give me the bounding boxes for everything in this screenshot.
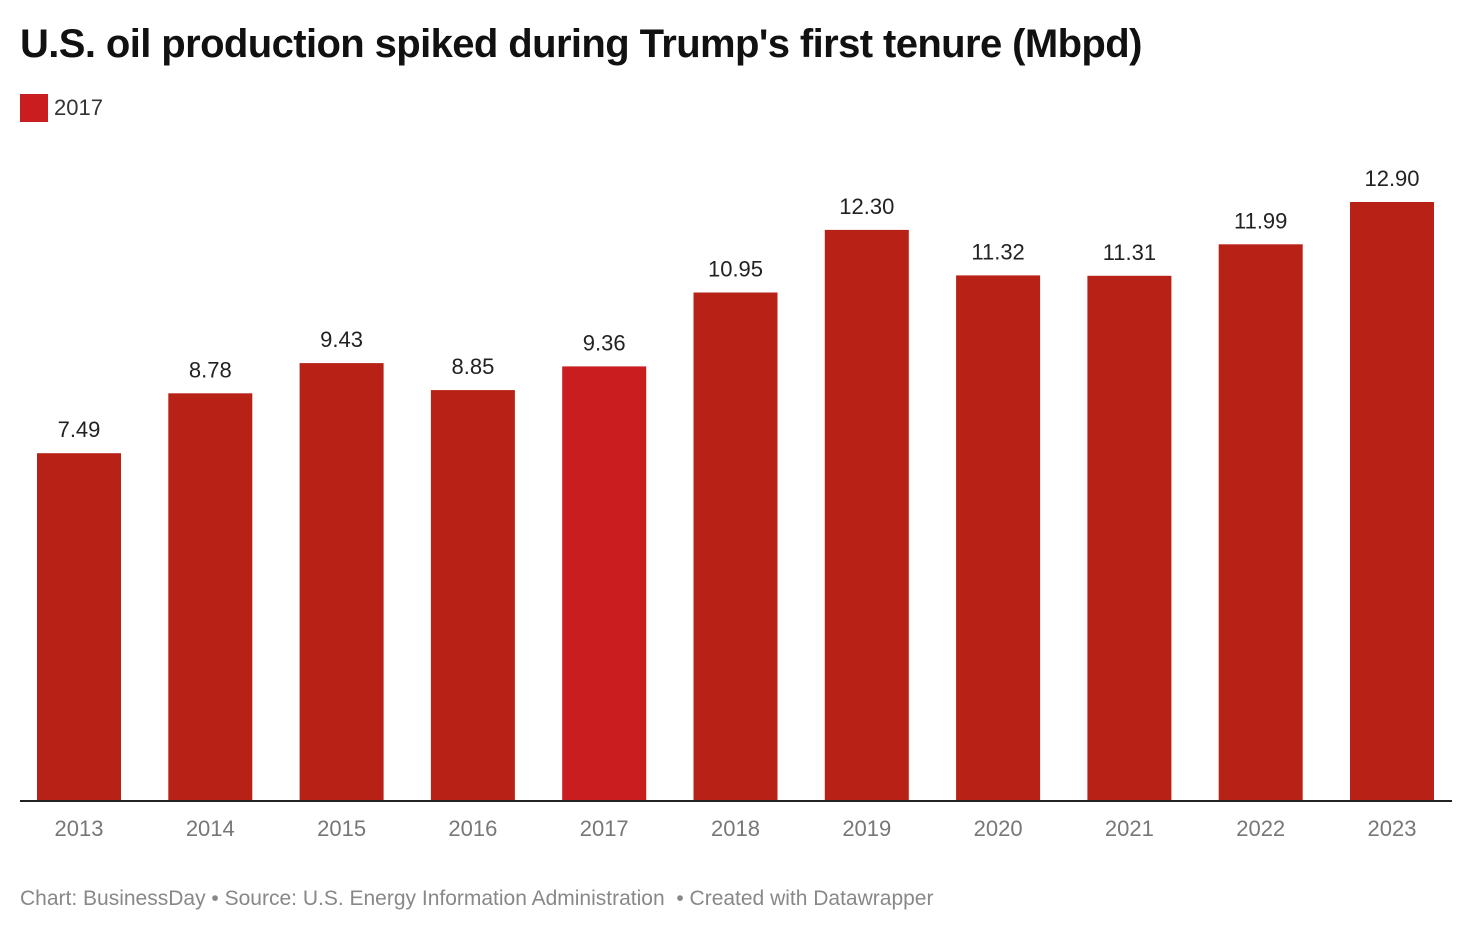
x-tick-label-2018: 2018 (711, 816, 760, 841)
legend-swatch (20, 94, 48, 122)
bar-2018 (693, 292, 778, 801)
bar-2014 (168, 393, 253, 801)
bar-2019 (824, 229, 909, 801)
x-axis-tick-labels: 2013 2014 2015 2016 2017 2018 2019 2020 2021 2022… (55, 816, 1417, 841)
bar-2016 (430, 390, 515, 801)
bar-value-label-2016: 8.85 (451, 354, 494, 379)
bar-value-label-2015: 9.43 (320, 327, 363, 352)
bar-2023 (1350, 202, 1434, 801)
bar-value-label-2013: 7.49 (58, 417, 101, 442)
bar-2015 (299, 363, 384, 801)
x-tick-label-2013: 2013 (55, 816, 104, 841)
legend: 2017 (20, 94, 103, 122)
bar-2013 (37, 453, 121, 801)
chart-title: U.S. oil production spiked during Trump'… (20, 22, 1142, 66)
bar-chart: 7.49 8.78 9.43 8.85 9.36 10.95 12.30 11.32 11.31… (20, 166, 1452, 841)
x-tick-label-2020: 2020 (974, 816, 1023, 841)
bar-value-label-2023: 12.90 (1364, 166, 1419, 191)
bar-value-label-2021: 11.31 (1103, 240, 1156, 265)
x-tick-label-2016: 2016 (448, 816, 497, 841)
x-tick-label-2015: 2015 (317, 816, 366, 841)
footer-chart-by: Chart: BusinessDay (20, 887, 206, 910)
bar-2021 (1087, 275, 1172, 801)
footer: Chart: BusinessDay • Source: U.S. Energy… (20, 887, 933, 911)
x-tick-label-2017: 2017 (580, 816, 629, 841)
bar-value-label-2017: 9.36 (583, 330, 626, 355)
bar-value-label-2018: 10.95 (708, 257, 763, 282)
legend-label: 2017 (54, 95, 103, 120)
bar-2017 (562, 366, 647, 801)
x-tick-label-2014: 2014 (186, 816, 235, 841)
bar-value-label-2020: 11.32 (971, 239, 1024, 264)
bar-value-label-2019: 12.30 (839, 194, 894, 219)
x-tick-label-2021: 2021 (1105, 816, 1154, 841)
bar-2020 (956, 275, 1041, 801)
bar-value-label-2022: 11.99 (1234, 208, 1287, 233)
bars-group (37, 202, 1434, 802)
footer-created: Created with Datawrapper (689, 887, 934, 910)
footer-source: Source: U.S. Energy Information Administ… (224, 887, 665, 910)
footer-separator: • (205, 887, 225, 910)
bar-labels-group: 7.49 8.78 9.43 8.85 9.36 10.95 12.30 11.32 11.31… (58, 166, 1420, 442)
bar-value-label-2014: 8.78 (189, 357, 232, 382)
x-tick-label-2019: 2019 (842, 816, 891, 841)
x-tick-label-2023: 2023 (1368, 816, 1417, 841)
bar-2022 (1218, 244, 1303, 802)
footer-separator: • (670, 887, 690, 910)
x-tick-label-2022: 2022 (1236, 816, 1285, 841)
